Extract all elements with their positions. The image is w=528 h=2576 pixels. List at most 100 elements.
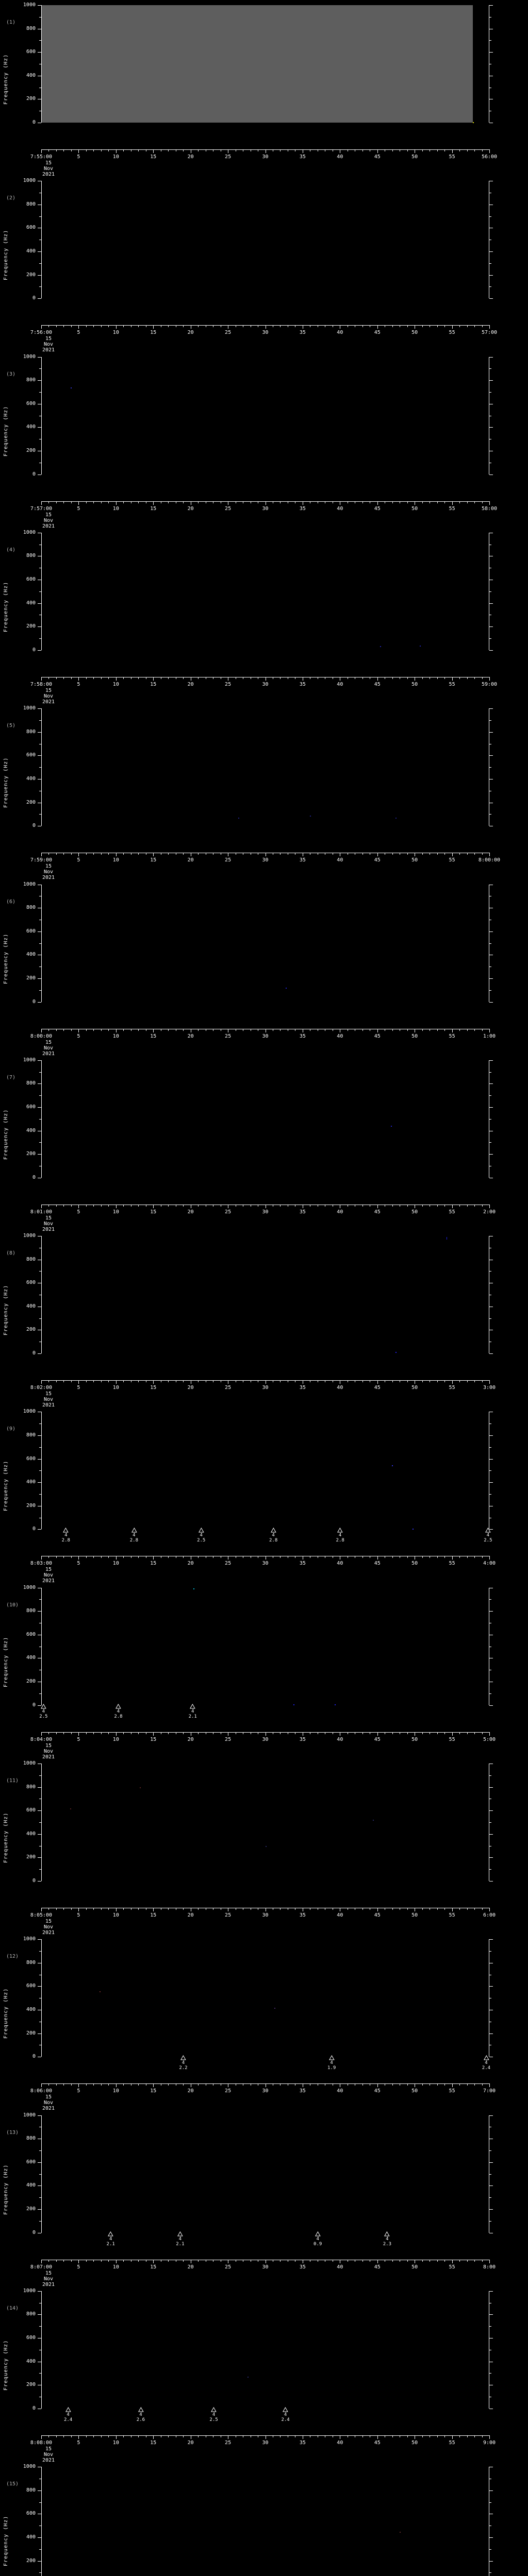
data-point bbox=[391, 1465, 393, 1467]
event-marker[interactable]: 4 2.3 bbox=[383, 2231, 391, 2247]
event-marker[interactable]: 4 2.8 bbox=[114, 1703, 123, 1719]
x-tick bbox=[183, 676, 184, 679]
y-tick bbox=[38, 5, 41, 6]
x-tick-label: 7:56:00 bbox=[30, 330, 53, 336]
x-tick bbox=[198, 325, 199, 328]
x-tick bbox=[153, 1556, 154, 1560]
x-tick bbox=[482, 149, 483, 151]
y-tick-label: 600 bbox=[26, 1104, 36, 1110]
y-tick-label: 200 bbox=[26, 799, 36, 805]
x-axis-date: 15 Nov 2021 bbox=[42, 336, 55, 353]
event-marker[interactable]: 4 2.6 bbox=[137, 2406, 145, 2422]
x-tick bbox=[168, 1908, 169, 1910]
y-tick-label: 0 bbox=[32, 998, 36, 1005]
x-tick-label: 30 bbox=[262, 2439, 269, 2446]
y-tick-label: 600 bbox=[26, 400, 36, 406]
x-tick-label: 40 bbox=[337, 1209, 343, 1215]
y-tick bbox=[38, 1857, 41, 1858]
y-tick-right bbox=[489, 626, 493, 628]
event-distance: 2.4 bbox=[281, 2417, 290, 2422]
event-marker[interactable]: 4 0.9 bbox=[314, 2231, 322, 2247]
x-tick bbox=[444, 325, 446, 328]
x-tick-label: 35 bbox=[299, 857, 306, 863]
y-tick-right bbox=[489, 1787, 493, 1788]
event-marker[interactable]: 4 2.5 bbox=[209, 2406, 218, 2422]
x-tick-label: 4:00 bbox=[483, 1561, 496, 1567]
y-tick-label: 200 bbox=[26, 975, 36, 981]
x-tick bbox=[138, 1732, 139, 1734]
event-marker[interactable]: 4 2.1 bbox=[107, 2231, 115, 2247]
date-line: Nov bbox=[43, 342, 54, 348]
y-tick-label: 1000 bbox=[23, 529, 36, 535]
y-tick-label: 0 bbox=[32, 2054, 36, 2060]
x-tick bbox=[78, 1028, 79, 1032]
event-marker[interactable]: 4 2.8 bbox=[336, 1528, 344, 1543]
x-tick bbox=[86, 1380, 87, 1383]
y-tick-right bbox=[489, 2502, 491, 2503]
y-tick-right bbox=[489, 1775, 491, 1776]
y-tick-right bbox=[489, 1951, 491, 1952]
x-tick-label: 5:00 bbox=[483, 1736, 496, 1742]
event-marker[interactable]: 4 2.4 bbox=[482, 2055, 490, 2071]
x-tick bbox=[489, 1908, 490, 1911]
x-tick bbox=[93, 676, 94, 679]
x-tick bbox=[138, 1908, 139, 1910]
event-marker[interactable]: 4 2.4 bbox=[281, 2406, 290, 2422]
event-marker[interactable]: 4 2.5 bbox=[197, 1528, 205, 1543]
event-distance: 1.9 bbox=[327, 2065, 336, 2071]
x-tick-label: 8:00:00 bbox=[30, 1033, 53, 1039]
event-marker[interactable]: 4 2.8 bbox=[130, 1528, 138, 1543]
y-tick-right bbox=[489, 1705, 493, 1706]
triangle-icon bbox=[198, 1528, 204, 1533]
event-marker[interactable]: 4 2.8 bbox=[269, 1528, 277, 1543]
x-tick-label: 5 bbox=[77, 1033, 80, 1039]
x-tick bbox=[474, 1556, 475, 1558]
x-tick bbox=[444, 1556, 446, 1558]
data-point bbox=[274, 2007, 275, 2009]
x-tick bbox=[362, 149, 363, 151]
event-marker[interactable]: 4 2.1 bbox=[189, 1703, 197, 1719]
y-tick bbox=[39, 1470, 41, 1471]
x-tick-label: 7:58:00 bbox=[30, 681, 53, 687]
y-tick-right bbox=[489, 2537, 493, 2538]
x-tick bbox=[71, 1908, 72, 1910]
x-tick bbox=[437, 325, 438, 328]
x-tick bbox=[198, 676, 199, 679]
event-marker[interactable]: 4 2.8 bbox=[62, 1528, 70, 1543]
x-tick bbox=[41, 325, 42, 329]
event-marker[interactable]: 4 2.5 bbox=[39, 1703, 47, 1719]
event-marker[interactable]: 4 1.9 bbox=[327, 2055, 336, 2071]
x-tick bbox=[467, 1380, 468, 1383]
date-line: 15 bbox=[45, 1919, 52, 1924]
x-tick bbox=[422, 1908, 423, 1910]
y-tick bbox=[38, 931, 41, 932]
x-tick bbox=[63, 1908, 64, 1910]
x-tick-label: 8:02:00 bbox=[30, 1385, 53, 1391]
x-axis-date: 15 Nov 2021 bbox=[42, 1040, 55, 1057]
event-marker[interactable]: 4 2.2 bbox=[179, 2055, 188, 2071]
event-distance: 2.5 bbox=[209, 2417, 218, 2422]
x-tick bbox=[86, 1908, 87, 1910]
x-tick bbox=[78, 1732, 79, 1736]
date-line: Nov bbox=[43, 2451, 54, 2458]
event-marker[interactable]: 4 2.4 bbox=[64, 2406, 72, 2422]
x-tick bbox=[93, 853, 94, 855]
y-tick-label: 0 bbox=[32, 2405, 36, 2411]
panel-index: (13) bbox=[6, 2129, 19, 2136]
y-tick-right bbox=[489, 1318, 491, 1319]
y-tick-right bbox=[489, 368, 491, 369]
x-tick-label: 15 bbox=[150, 681, 157, 687]
y-tick-label: 800 bbox=[26, 1959, 36, 1965]
triangle-icon bbox=[63, 1528, 69, 1533]
y-tick-label: 400 bbox=[26, 600, 36, 606]
x-tick bbox=[183, 1028, 184, 1031]
x-tick bbox=[168, 1204, 169, 1207]
event-distance: 2.4 bbox=[482, 2065, 491, 2071]
x-axis-date: 15 Nov 2021 bbox=[42, 2446, 55, 2463]
y-tick bbox=[38, 755, 41, 756]
event-marker[interactable]: 4 2.1 bbox=[176, 2231, 185, 2247]
event-marker[interactable]: 4 2.5 bbox=[484, 1528, 492, 1543]
plot-frame-left bbox=[41, 181, 42, 299]
y-tick bbox=[38, 1834, 41, 1835]
x-tick-label: 35 bbox=[299, 1033, 306, 1039]
